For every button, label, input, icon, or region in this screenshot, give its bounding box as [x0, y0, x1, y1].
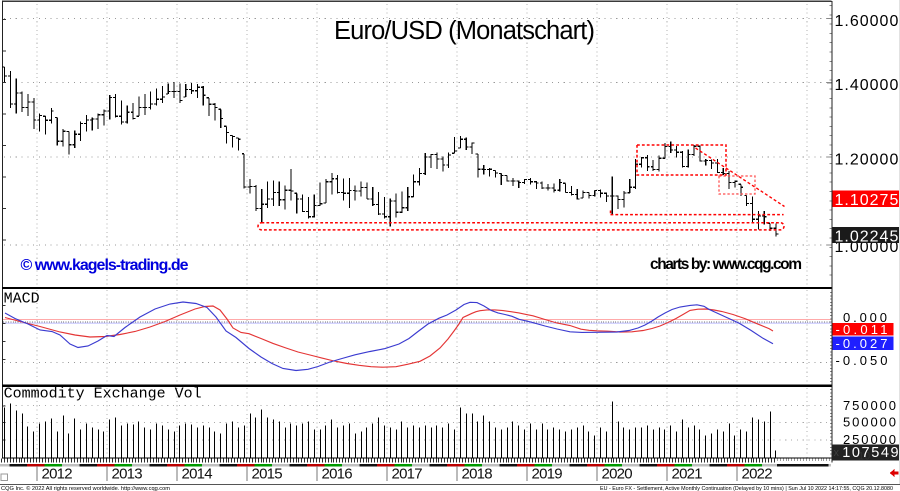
svg-text:1.60000: 1.60000 [835, 13, 900, 30]
svg-text:EU - Euro FX - Settlement, Act: EU - Euro FX - Settlement, Active Monthl… [600, 486, 893, 491]
svg-text:-0.050: -0.050 [836, 353, 888, 368]
svg-text:500000: 500000 [843, 415, 896, 430]
svg-text:2014: 2014 [182, 466, 213, 483]
svg-text:2013: 2013 [112, 466, 143, 483]
svg-text:2018: 2018 [462, 466, 493, 483]
svg-text:2017: 2017 [392, 466, 423, 483]
svg-text:1.20000: 1.20000 [835, 151, 900, 168]
svg-text:750000: 750000 [843, 398, 896, 413]
svg-text:2021: 2021 [672, 466, 703, 483]
svg-text:1.02245: 1.02245 [835, 228, 900, 245]
svg-text:2015: 2015 [252, 466, 283, 483]
svg-text:Commodity Exchange Vol: Commodity Exchange Vol [4, 386, 202, 403]
svg-text:107549: 107549 [842, 445, 898, 461]
svg-text:1.10275: 1.10275 [835, 192, 900, 209]
svg-text:2016: 2016 [322, 466, 353, 483]
svg-text:2012: 2012 [42, 466, 73, 483]
svg-text:2019: 2019 [532, 466, 563, 483]
svg-text:0.000: 0.000 [843, 310, 887, 325]
svg-text:1.00000: 1.00000 [835, 239, 900, 256]
svg-text:2022: 2022 [742, 466, 773, 483]
svg-text:1.40000: 1.40000 [835, 77, 900, 94]
svg-text:Euro/USD (Monatschart): Euro/USD (Monatschart) [334, 17, 595, 45]
svg-text:-0.027: -0.027 [836, 336, 888, 351]
svg-text:-0.011: -0.011 [836, 322, 888, 337]
svg-text:charts by: www.cqg.com: charts by: www.cqg.com [650, 256, 802, 273]
svg-text:250000: 250000 [843, 432, 896, 447]
svg-text:© www.kagels-trading.de: © www.kagels-trading.de [21, 257, 189, 274]
svg-text:2020: 2020 [602, 466, 633, 483]
svg-text:MACD: MACD [4, 290, 40, 307]
svg-text:10: 10 [858, 451, 870, 463]
svg-text:x: x [834, 447, 840, 459]
svg-text:CQG Inc. © 2022 All rights res: CQG Inc. © 2022 All rights reserved worl… [1, 485, 170, 491]
